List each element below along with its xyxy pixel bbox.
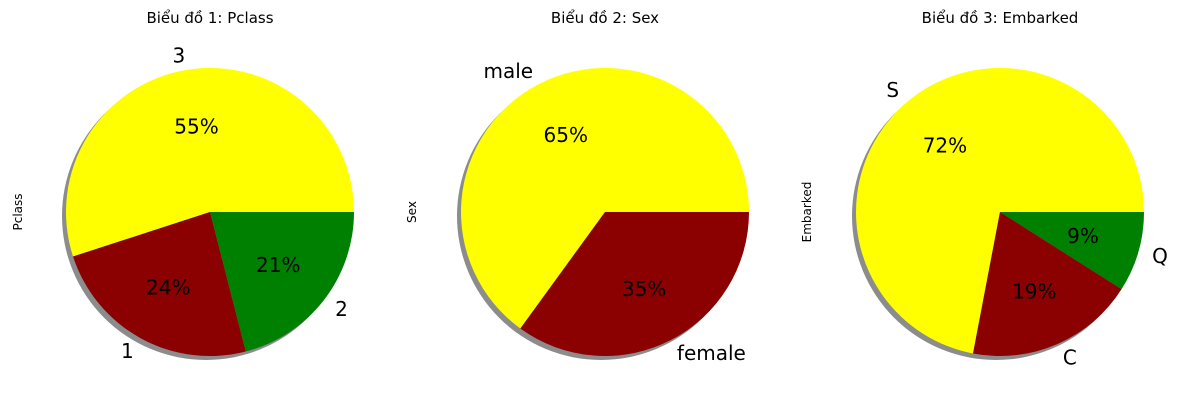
slice-percent-label: 21% (256, 253, 300, 277)
slice-label: 1 (121, 339, 134, 363)
slice-percent-label: 24% (146, 276, 190, 300)
slice-percent-label: 65% (544, 123, 588, 147)
slice-percent-label: 35% (622, 277, 666, 301)
slice-label: Q (1152, 244, 1168, 268)
pie-slice-female (520, 212, 749, 356)
chart-title: Biểu đồ 2: Sex (551, 9, 659, 27)
slice-label: male (483, 59, 533, 83)
slice-label: 2 (335, 297, 348, 321)
slice-label: female (677, 341, 746, 365)
pie-slice-C (973, 212, 1122, 356)
chart-title: Biểu đồ 3: Embarked (922, 9, 1079, 27)
pie-slice-S (856, 67, 1144, 354)
slice-percent-label: 72% (923, 133, 967, 157)
pie-chart-3: Biểu đồ 3: Embarked Embarked S 72% C 19% Q 9% (800, 9, 1168, 369)
pie-slice-3 (65, 67, 354, 257)
pie-chart-1: Biểu đồ 1: Pclass Pclass 3 55% 1 24% 2 21% (11, 9, 354, 363)
y-axis-label: Pclass (11, 193, 25, 230)
pie-slice-2 (210, 212, 354, 352)
slice-label: C (1063, 345, 1077, 369)
slice-label: 3 (172, 44, 185, 68)
y-axis-label: Embarked (800, 182, 814, 243)
slice-label: S (886, 78, 899, 102)
chart-title: Biểu đồ 1: Pclass (146, 9, 273, 27)
pie-slice-male (460, 67, 749, 329)
pie-slice-1 (73, 212, 246, 357)
pie-slice-Q (1000, 212, 1144, 290)
y-axis-label: Sex (405, 201, 419, 223)
slice-percent-label: 9% (1067, 224, 1099, 248)
slice-percent-label: 55% (174, 115, 218, 139)
slice-percent-label: 19% (1012, 279, 1056, 303)
pie-chart-2: Biểu đồ 2: Sex Sex male 65% female 35% (405, 9, 749, 365)
